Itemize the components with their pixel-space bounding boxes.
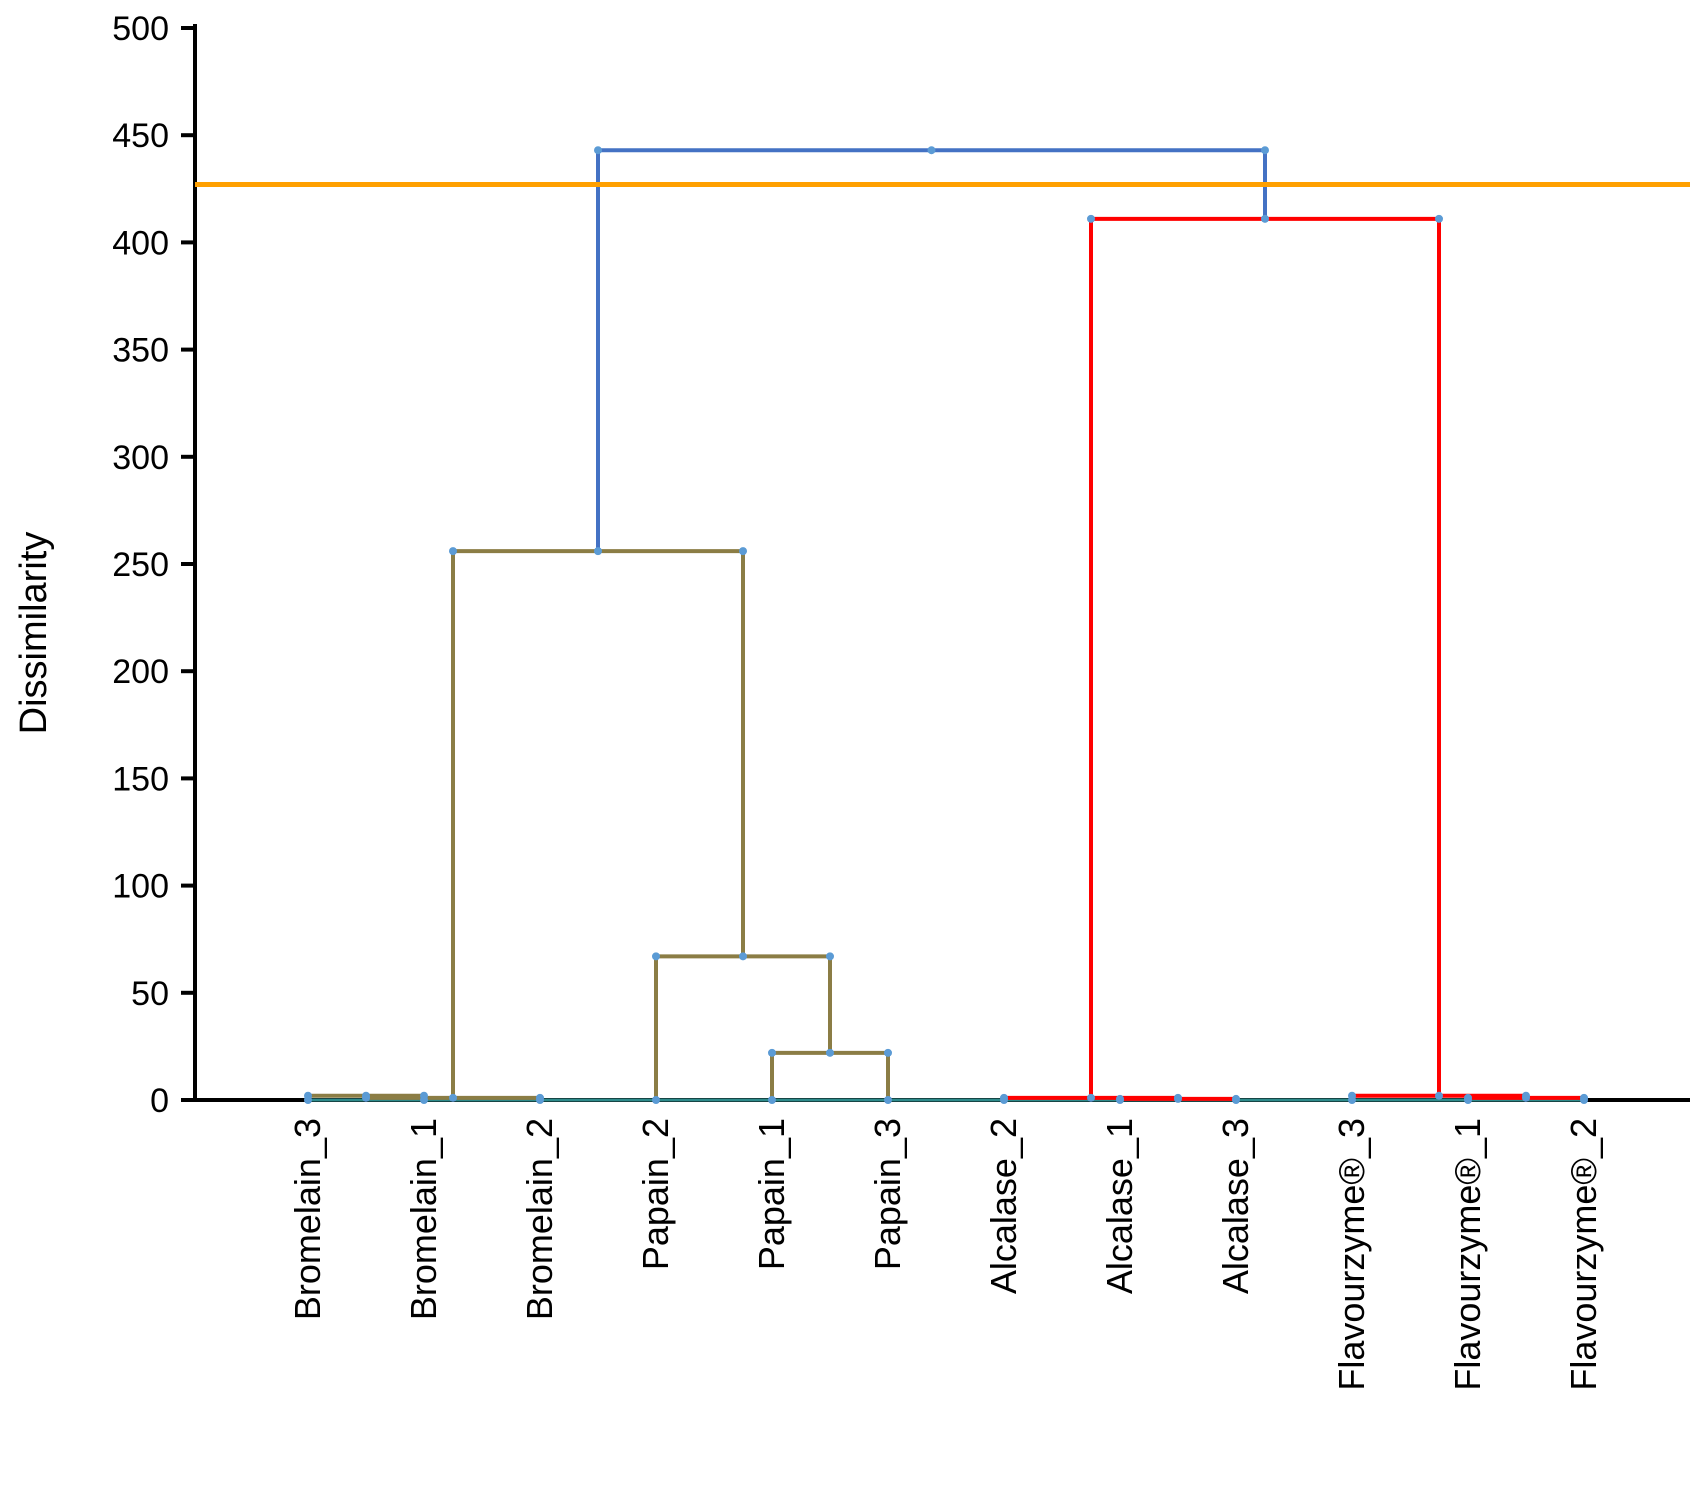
leaf-label: Alcalase_1 (1099, 1118, 1140, 1294)
dendrogram-links (306, 148, 1586, 1102)
node-point (420, 1096, 428, 1104)
node-point (1087, 214, 1095, 223)
y-tick-label-450: 450 (112, 117, 169, 155)
leaf-label: Alcalase_3 (1215, 1118, 1256, 1294)
node-point (594, 146, 602, 155)
y-tick-label-300: 300 (112, 439, 169, 477)
node-point (884, 1096, 892, 1104)
node-point (1232, 1096, 1240, 1104)
node-point (1348, 1096, 1356, 1104)
node-point (884, 1048, 892, 1057)
leaf-label: Papain_2 (635, 1118, 676, 1270)
node-point (449, 1093, 457, 1102)
node-point (594, 547, 602, 556)
node-point (1435, 1091, 1443, 1100)
node-point (1435, 214, 1443, 223)
y-tick-label-500: 500 (112, 10, 169, 48)
y-tick-label-250: 250 (112, 546, 169, 584)
node-point (826, 952, 834, 961)
y-tick-label-100: 100 (112, 868, 169, 906)
leaf-label: Papain_1 (751, 1118, 792, 1270)
node-point (739, 547, 747, 556)
leaf-label: Flavourzyme®_1 (1447, 1118, 1488, 1391)
leaf-label: Bromelain_2 (519, 1118, 560, 1320)
node-point (1174, 1093, 1182, 1102)
node-point (1000, 1096, 1008, 1104)
y-tick-label-0: 0 (150, 1082, 169, 1120)
node-point (1087, 1093, 1095, 1102)
node-point (304, 1096, 312, 1104)
node-point (1522, 1091, 1530, 1100)
node-point (739, 952, 747, 961)
leaf-label: Bromelain_1 (403, 1118, 444, 1320)
y-axis-title: Dissimilarity (13, 532, 55, 735)
labels-layer: 0 50 100 150 200 250 300 350 400 450 500 Bromelain_… (112, 10, 1604, 1391)
y-tick-label-150: 150 (112, 760, 169, 798)
leaf-label: Flavourzyme®_3 (1331, 1118, 1372, 1391)
node-point (536, 1096, 544, 1104)
y-tick-label-400: 400 (112, 224, 169, 262)
node-point (652, 952, 660, 961)
y-tick-label-350: 350 (112, 332, 169, 370)
y-tick-label-200: 200 (112, 653, 169, 691)
y-tick-label-50: 50 (131, 975, 169, 1013)
leaf-label: Alcalase_2 (983, 1118, 1024, 1294)
node-point (1580, 1096, 1588, 1104)
node-point (449, 547, 457, 556)
node-point (1116, 1096, 1124, 1104)
leaf-label: Papain_3 (867, 1118, 908, 1270)
node-point (652, 1096, 660, 1104)
dendrogram-nodes (304, 146, 1588, 1104)
node-point (826, 1048, 834, 1057)
node-point (1261, 214, 1269, 223)
node-point (768, 1096, 776, 1104)
node-point (1261, 146, 1269, 155)
node-point (768, 1048, 776, 1057)
node-point (362, 1093, 370, 1102)
leaf-label: Bromelain_3 (287, 1118, 328, 1320)
node-point (927, 146, 936, 155)
node-point (1464, 1096, 1472, 1104)
leaf-label: Flavourzyme®_2 (1563, 1118, 1604, 1391)
